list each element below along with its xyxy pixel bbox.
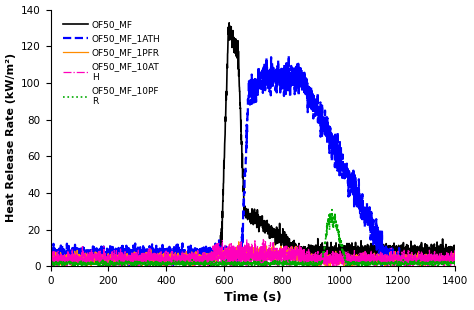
Legend: OF50_MF, OF50_MF_1ATH, OF50_MF_1PFR, OF50_MF_10AT
H, OF50_MF_10PF
R: OF50_MF, OF50_MF_1ATH, OF50_MF_1PFR, OF5… xyxy=(59,17,164,109)
X-axis label: Time (s): Time (s) xyxy=(224,291,282,304)
Y-axis label: Heat Release Rate (kW/m²): Heat Release Rate (kW/m²) xyxy=(6,53,16,222)
